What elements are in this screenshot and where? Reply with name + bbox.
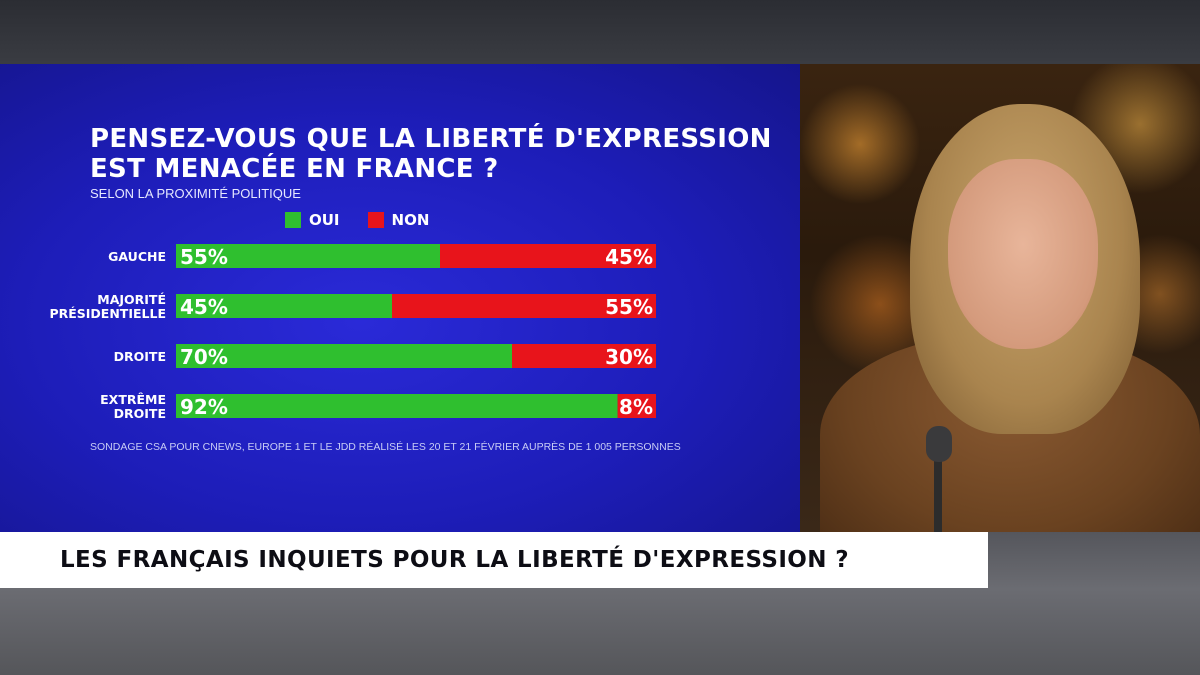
bar-oui	[176, 344, 512, 368]
presenter-face	[948, 159, 1098, 349]
microphone-icon	[926, 426, 952, 462]
chart-legend: OUI NON	[285, 209, 443, 231]
data-label-oui: 70%	[180, 345, 228, 369]
legend-swatch-oui	[285, 212, 301, 228]
data-label-non: 8%	[619, 395, 653, 419]
bar-oui	[176, 394, 618, 418]
bar-non	[440, 244, 656, 268]
bar-non	[512, 344, 656, 368]
ticker-headline: LES FRANÇAIS INQUIETS POUR LA LIBERTÉ D'…	[60, 547, 850, 573]
legend-swatch-non	[367, 212, 384, 228]
bar-non	[617, 394, 656, 418]
bar-non	[392, 294, 656, 318]
top-band	[0, 0, 1200, 64]
legend-label-non: NON	[391, 211, 430, 229]
category-label: MAJORITÉ	[97, 292, 166, 307]
category-label: PRÉSIDENTIELLE	[49, 306, 166, 321]
bar-oui	[176, 244, 440, 268]
presenter-video	[800, 64, 1200, 532]
legend-item-non: NON	[367, 211, 444, 229]
chart-subtitle: SELON LA PROXIMITÉ POLITIQUE	[90, 186, 301, 201]
category-label: EXTRÊME	[100, 392, 166, 407]
data-label-oui: 45%	[180, 295, 228, 319]
microphone-stem	[934, 454, 942, 532]
legend-label-oui: OUI	[309, 211, 340, 229]
category-label: DROITE	[114, 406, 166, 421]
data-label-oui: 92%	[180, 395, 228, 419]
category-label: GAUCHE	[108, 249, 166, 264]
category-label: DROITE	[114, 349, 166, 364]
news-ticker: LES FRANÇAIS INQUIETS POUR LA LIBERTÉ D'…	[0, 532, 988, 588]
bar-oui	[176, 294, 392, 318]
chart-title: PENSEZ-VOUS QUE LA LIBERTÉ D'EXPRESSION …	[90, 124, 772, 184]
data-label-non: 45%	[605, 245, 653, 269]
data-label-oui: 55%	[180, 245, 228, 269]
data-label-non: 55%	[605, 295, 653, 319]
legend-item-oui: OUI	[285, 211, 354, 229]
data-label-non: 30%	[605, 345, 653, 369]
chart-source: SONDAGE CSA POUR CNEWS, EUROPE 1 ET LE J…	[90, 441, 681, 453]
